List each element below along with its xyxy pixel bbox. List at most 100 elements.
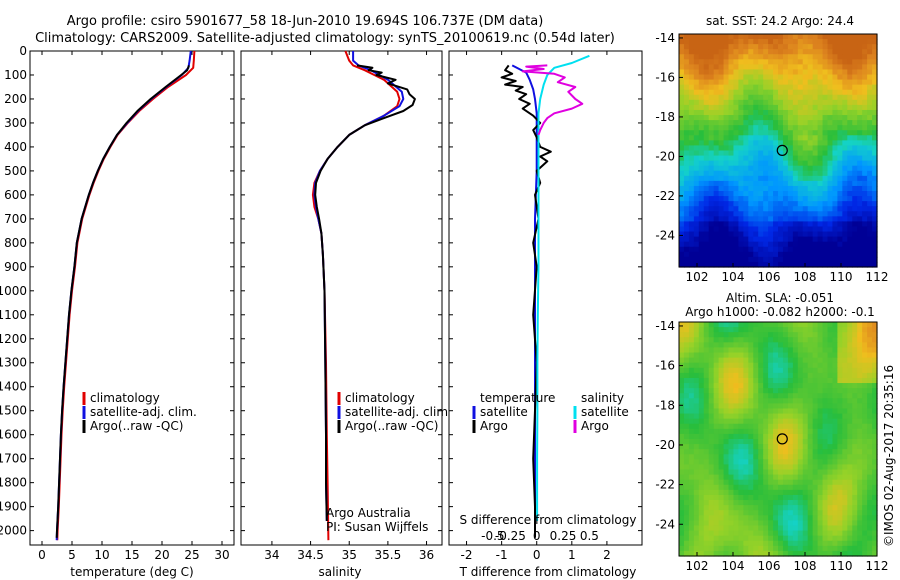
map-cell [748, 196, 754, 202]
map-cell [753, 454, 759, 460]
map-cell [782, 367, 789, 374]
map-cell [862, 322, 868, 328]
map-cell [703, 165, 710, 172]
map-cell [728, 347, 735, 354]
map-cell [733, 256, 739, 263]
y-tick-label: 600 [4, 188, 27, 202]
map-cell [743, 155, 749, 162]
map-cell [822, 191, 829, 197]
map-cell [827, 449, 834, 455]
map-cell [753, 175, 759, 182]
map-cell [738, 469, 744, 476]
map-cell [842, 196, 848, 202]
map-x-tick-label: 102 [686, 270, 709, 284]
map-cell [693, 135, 700, 141]
map-cell [807, 423, 814, 430]
map-cell [753, 388, 759, 394]
map-cell [787, 474, 794, 481]
map-cell [738, 221, 744, 228]
map-cell [748, 367, 754, 374]
map-cell [807, 94, 814, 101]
map-cell [837, 236, 843, 243]
map-cell [817, 372, 824, 379]
map-cell [683, 69, 690, 76]
map-cell [832, 94, 838, 101]
map-cell [708, 54, 715, 60]
map-cell [733, 211, 739, 217]
map-cell [773, 510, 779, 516]
salinity-x-label: salinity [318, 565, 361, 579]
map-cell [758, 357, 764, 364]
map-cell [802, 251, 809, 258]
map-cell [758, 535, 764, 542]
map-cell [822, 362, 829, 369]
map-cell [708, 413, 715, 420]
map-cell [792, 130, 799, 136]
map-cell [812, 120, 819, 126]
map-cell [857, 352, 863, 359]
map-cell [787, 540, 794, 547]
map-cell [733, 79, 739, 86]
map-cell [852, 89, 858, 96]
map-cell [733, 535, 739, 542]
map-cell [698, 54, 705, 60]
map-cell [683, 383, 690, 389]
map-cell [787, 206, 794, 212]
map-cell [773, 99, 779, 106]
map-cell [842, 236, 848, 243]
map-cell [688, 115, 695, 121]
map-cell [768, 236, 774, 243]
x-tick-label: 35 [342, 548, 357, 562]
map-cell [778, 155, 784, 162]
map-cell [832, 104, 838, 111]
map-cell [822, 175, 829, 182]
map-cell [852, 79, 858, 86]
map-cell [862, 69, 868, 76]
map-cell [862, 423, 868, 430]
map-cell [857, 520, 863, 527]
map-cell [837, 347, 843, 354]
map-cell [812, 540, 819, 547]
map-cell [802, 398, 809, 404]
map-cell [812, 464, 819, 471]
map-cell [728, 459, 735, 466]
map-cell [773, 505, 779, 511]
s-tick-label: 0.25 [550, 529, 577, 543]
map-cell [852, 120, 858, 126]
map-cell [738, 191, 744, 197]
s-tick-label: -0.5 [481, 529, 504, 543]
map-cell [748, 418, 754, 425]
map-cell [842, 155, 848, 162]
map-cell [763, 89, 769, 96]
map-cell [797, 236, 804, 243]
map-cell [773, 383, 779, 389]
map-cell [852, 433, 858, 440]
map-cell [733, 69, 739, 76]
map-cell [723, 115, 730, 121]
map-cell [817, 130, 824, 136]
map-cell [718, 44, 725, 50]
map-cell [867, 500, 873, 506]
map-cell [683, 84, 690, 91]
map-cell [837, 388, 843, 394]
map-cell [748, 115, 754, 121]
map-cell [728, 89, 735, 96]
map-cell [778, 423, 784, 430]
figure-title-line2: Climatology: CARS2009. Satellite-adjuste… [35, 31, 615, 46]
map-cell [679, 246, 685, 253]
map-cell [688, 494, 695, 501]
map-cell [728, 74, 735, 81]
map-cell [812, 505, 819, 511]
map-cell [797, 226, 804, 233]
map-cell [679, 39, 685, 45]
map-cell [758, 398, 764, 404]
map-cell [768, 74, 774, 81]
map-cell [723, 515, 730, 521]
map-cell [857, 459, 863, 466]
map-cell [867, 489, 873, 496]
map-cell [847, 347, 853, 354]
map-cell [743, 449, 749, 455]
map-cell [768, 459, 774, 466]
map-cell [748, 454, 754, 460]
map-cell [708, 99, 715, 106]
